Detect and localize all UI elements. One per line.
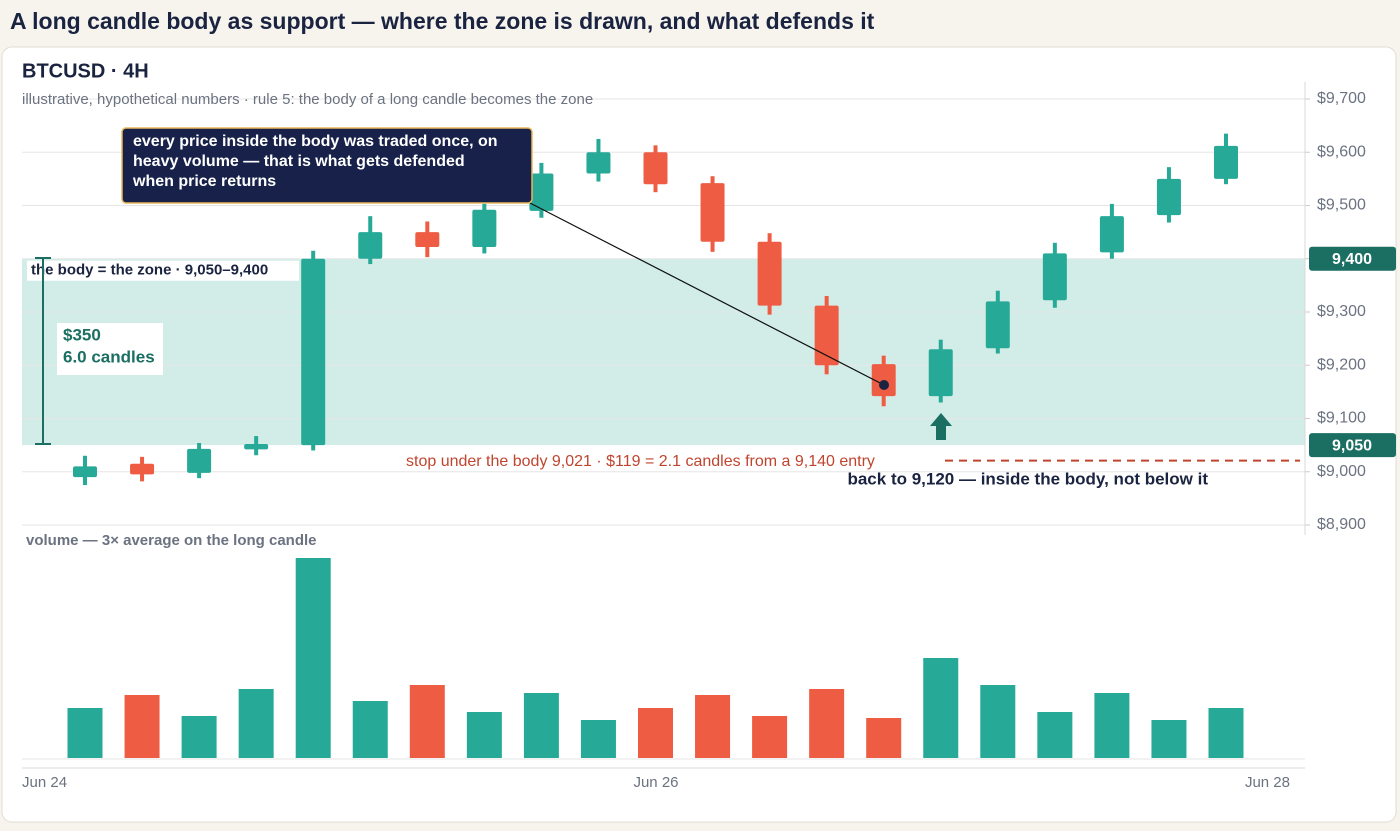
candle-body — [529, 173, 554, 211]
zone-label: the body = the zone · 9,050–9,400 — [31, 262, 268, 279]
y-tick-label: $9,300 — [1317, 303, 1366, 320]
volume-bar — [695, 695, 731, 758]
volume-bar — [1151, 720, 1187, 758]
candle-body — [73, 466, 97, 478]
volume-bar — [638, 708, 673, 758]
callout-text: every price inside the body was traded o… — [133, 133, 498, 150]
x-label: Jun 24 — [22, 774, 67, 791]
volume-bar — [809, 689, 845, 758]
y-tick-label: $9,700 — [1317, 90, 1366, 107]
measure-box — [57, 323, 163, 375]
chart-title: BTCUSD · 4H — [22, 60, 149, 82]
volume-label: volume — 3× average on the long candle — [26, 532, 317, 549]
measure-text: 6.0 candles — [63, 347, 155, 366]
volume-bar — [580, 720, 616, 758]
chart-subtitle: illustrative, hypothetical numbers · rul… — [22, 91, 593, 108]
candle-body — [358, 232, 383, 259]
volume-bar — [980, 685, 1016, 758]
volume-bar — [1037, 712, 1073, 758]
candle-body — [244, 444, 269, 450]
measure-text: $350 — [63, 325, 101, 344]
price-tag — [1309, 246, 1396, 271]
page-title: A long candle body as support — where th… — [10, 8, 875, 34]
candle-body — [187, 448, 212, 473]
volume-bar — [523, 693, 559, 758]
background-layer: $8,900$9,000$9,100$9,200$9,300$9,400$9,5… — [22, 90, 1366, 533]
candle-body — [586, 152, 611, 174]
candle-body — [814, 305, 839, 366]
x-label: Jun 28 — [1245, 774, 1290, 791]
volume-bar — [923, 658, 959, 758]
y-tick-label: $9,200 — [1317, 356, 1366, 373]
volume-bar — [238, 689, 274, 758]
zone — [22, 258, 1305, 446]
stop-label-bg — [402, 449, 940, 471]
zone-label-bg — [27, 260, 299, 281]
candle-body — [472, 209, 497, 248]
price-tag-label: 9,400 — [1332, 251, 1372, 268]
price-tag — [1309, 433, 1396, 458]
volume-bar — [1094, 693, 1130, 758]
candle-body — [643, 152, 668, 185]
volume-bar — [124, 695, 160, 758]
candle-body — [1214, 145, 1238, 179]
candle-body — [1042, 253, 1067, 301]
y-tick-label: $8,900 — [1317, 516, 1366, 533]
x-label: Jun 26 — [633, 774, 678, 791]
volume-bar — [181, 716, 217, 758]
candle-body — [700, 183, 725, 242]
retest-arrow — [930, 413, 952, 440]
volume-bar — [295, 558, 331, 758]
candle-body — [130, 463, 155, 475]
callout-dot — [879, 380, 889, 390]
volume-bar — [409, 685, 445, 758]
callout-line — [529, 202, 885, 386]
y-tick-label: $9,600 — [1317, 143, 1366, 160]
callout-text: heavy volume — that is what gets defende… — [133, 153, 465, 170]
candle-body — [301, 258, 326, 446]
candle-body — [928, 349, 953, 397]
candle-body — [1099, 216, 1124, 253]
annotation-layer: every price inside the body was traded o… — [121, 127, 889, 390]
candle-body — [415, 232, 440, 248]
y-tick-label: $9,000 — [1317, 463, 1366, 480]
volume-bar — [466, 712, 502, 758]
callout-text: when price returns — [132, 173, 276, 190]
stop-label: stop under the body 9,021 · $119 = 2.1 c… — [406, 453, 875, 470]
y-tick-label: $9,500 — [1317, 197, 1366, 214]
callout-box — [121, 127, 533, 204]
candle-body — [757, 241, 782, 306]
price-tag-label: 9,050 — [1332, 437, 1372, 454]
candle-body — [1156, 178, 1181, 216]
volume-bar — [866, 718, 902, 758]
candle-body — [985, 301, 1010, 349]
volume-bar — [67, 708, 103, 758]
retest-note: back to 9,120 — inside the body, not bel… — [847, 469, 1208, 488]
volume-bar — [352, 701, 388, 758]
volume-bar — [752, 716, 788, 758]
volume-bar — [1208, 708, 1244, 758]
y-tick-label: $9,100 — [1317, 410, 1366, 427]
